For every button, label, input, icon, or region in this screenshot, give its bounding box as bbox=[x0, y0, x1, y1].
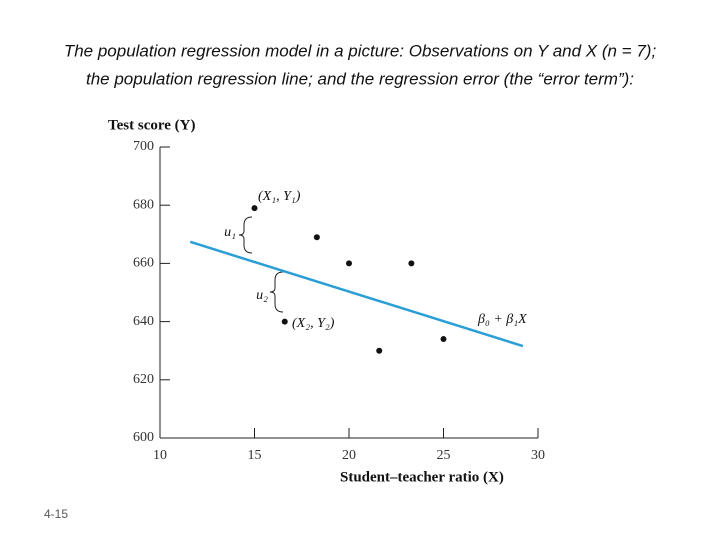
x-tick-label: 20 bbox=[342, 448, 356, 463]
x-tick-label: 25 bbox=[437, 448, 451, 463]
y-axis-title: Test score (Y) bbox=[108, 117, 195, 133]
y-tick-label: 660 bbox=[133, 256, 154, 271]
point bbox=[251, 205, 258, 212]
slide-number: 4-15 bbox=[44, 507, 68, 521]
point bbox=[313, 234, 320, 241]
y-tick-label: 620 bbox=[133, 372, 154, 387]
annotation: u₂ bbox=[256, 288, 268, 303]
annotation: (X₁, Y₁) bbox=[258, 189, 301, 204]
annotation: u₁ bbox=[224, 225, 236, 240]
x-tick-label: 30 bbox=[531, 448, 545, 463]
point bbox=[281, 318, 288, 325]
brace bbox=[269, 271, 284, 313]
title-line: The population regression model in a pic… bbox=[64, 41, 657, 60]
regression-line bbox=[189, 240, 524, 348]
point bbox=[346, 260, 352, 267]
title-line: the population regression line; and the … bbox=[86, 69, 634, 88]
brace bbox=[238, 216, 253, 254]
point bbox=[408, 260, 415, 267]
y-tick-label: 700 bbox=[133, 139, 154, 154]
y-tick-label: 600 bbox=[133, 430, 154, 445]
annotation: (X₂, Y₂) bbox=[292, 316, 335, 331]
y-tick-label: 680 bbox=[133, 197, 154, 212]
point bbox=[440, 336, 447, 343]
x-tick-label: 10 bbox=[153, 448, 167, 463]
x-tick-label: 15 bbox=[248, 448, 262, 463]
y-tick-label: 640 bbox=[133, 314, 154, 329]
x-axis-title: Student–teacher ratio (X) bbox=[340, 469, 504, 485]
point bbox=[376, 347, 383, 354]
annotation: β₀ + β₁X bbox=[477, 312, 527, 327]
